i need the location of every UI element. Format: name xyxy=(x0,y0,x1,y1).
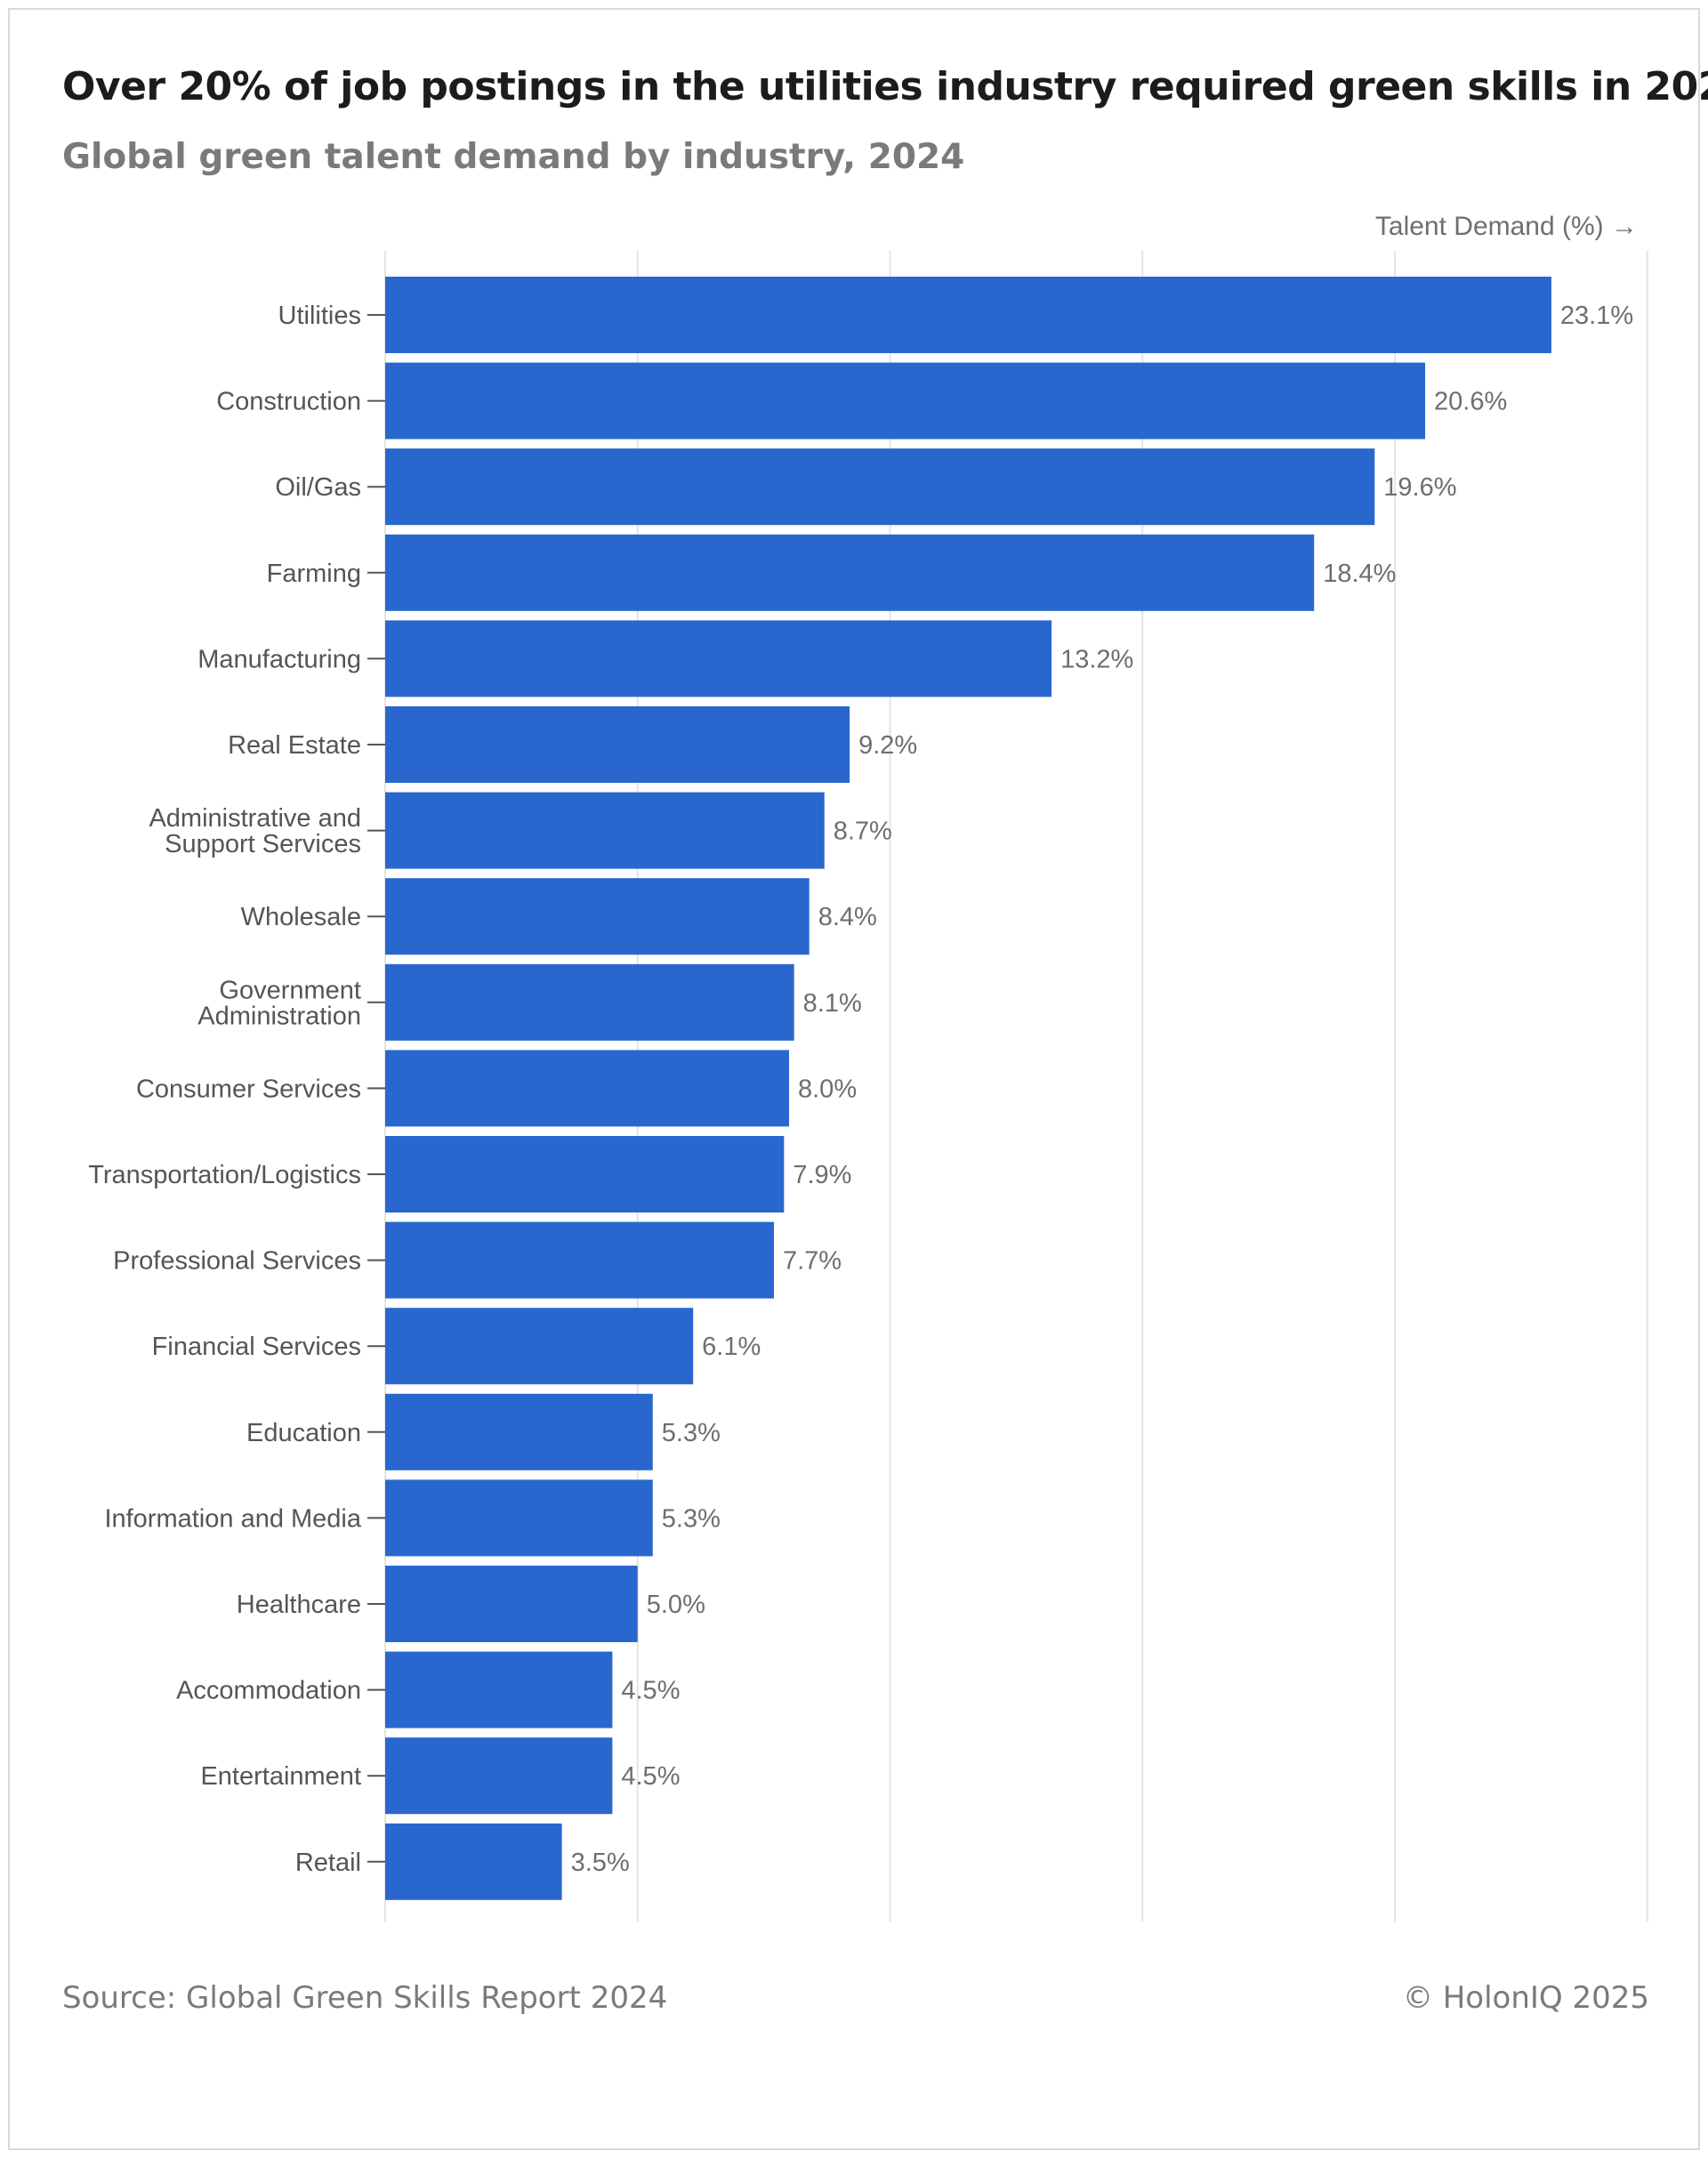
category-label-16: Accommodation xyxy=(176,1677,361,1705)
bar-5 xyxy=(385,706,850,783)
value-label-11: 7.7% xyxy=(783,1247,842,1276)
bar-11 xyxy=(385,1221,774,1299)
bar-4 xyxy=(385,620,1052,697)
value-label-13: 5.3% xyxy=(662,1419,721,1447)
category-label-9: Consumer Services xyxy=(136,1075,361,1103)
category-label-2: Oil/Gas xyxy=(275,473,361,502)
category-label-4: Manufacturing xyxy=(197,645,361,673)
bar-18 xyxy=(385,1823,562,1900)
source-note: Source: Global Green Skills Report 2024 xyxy=(62,1980,668,2016)
category-label-3: Farming xyxy=(267,560,361,588)
bar-17 xyxy=(385,1737,613,1815)
bar-6 xyxy=(385,792,825,869)
bar-15 xyxy=(385,1566,638,1642)
value-label-10: 7.9% xyxy=(793,1161,851,1189)
bar-8 xyxy=(385,963,794,1041)
bar-2 xyxy=(385,448,1375,526)
category-label-18: Retail xyxy=(295,1849,361,1877)
category-label-10: Transportation/Logistics xyxy=(88,1161,361,1189)
value-label-12: 6.1% xyxy=(702,1333,761,1361)
category-label-11: Professional Services xyxy=(113,1247,361,1276)
category-label-15: Healthcare xyxy=(237,1591,361,1619)
copyright-note: © HolonIQ 2025 xyxy=(1402,1980,1649,2016)
bar-9 xyxy=(385,1050,789,1127)
chart-subtitle: Global green talent demand by industry, … xyxy=(62,137,965,177)
category-label-6-1: Support Services xyxy=(165,830,361,858)
category-label-6-0: Administrative and xyxy=(149,804,361,833)
bar-16 xyxy=(385,1651,613,1728)
value-label-14: 5.3% xyxy=(662,1504,721,1533)
value-label-16: 4.5% xyxy=(621,1677,680,1705)
category-label-14: Information and Media xyxy=(104,1504,361,1533)
value-label-17: 4.5% xyxy=(621,1762,680,1791)
bar-3 xyxy=(385,534,1315,611)
value-label-4: 13.2% xyxy=(1060,645,1133,673)
value-label-7: 8.4% xyxy=(818,903,877,931)
x-axis-title: Talent Demand (%) → xyxy=(1374,212,1638,241)
bar-0 xyxy=(385,277,1551,353)
category-label-13: Education xyxy=(246,1419,361,1447)
bar-12 xyxy=(385,1308,694,1385)
value-label-3: 18.4% xyxy=(1323,560,1396,588)
value-label-15: 5.0% xyxy=(647,1591,705,1619)
bar-13 xyxy=(385,1393,653,1470)
bar-1 xyxy=(385,362,1426,439)
chart-title: Over 20% of job postings in the utilitie… xyxy=(62,64,1708,109)
value-label-6: 8.7% xyxy=(834,818,892,846)
value-label-9: 8.0% xyxy=(798,1075,857,1103)
value-label-0: 23.1% xyxy=(1560,302,1633,330)
bar-7 xyxy=(385,878,810,955)
category-label-5: Real Estate xyxy=(228,731,361,760)
bar-10 xyxy=(385,1136,785,1212)
category-label-7: Wholesale xyxy=(241,903,361,931)
value-label-18: 3.5% xyxy=(571,1849,630,1877)
category-label-1: Construction xyxy=(216,388,361,416)
category-label-17: Entertainment xyxy=(200,1762,361,1791)
value-label-1: 20.6% xyxy=(1434,388,1507,416)
category-label-8-0: Government xyxy=(219,976,361,1004)
value-label-5: 9.2% xyxy=(858,731,917,760)
bar-14 xyxy=(385,1479,653,1557)
category-label-12: Financial Services xyxy=(152,1333,361,1361)
category-label-8-1: Administration xyxy=(197,1002,361,1030)
category-label-0: Utilities xyxy=(278,302,361,330)
value-label-2: 19.6% xyxy=(1383,473,1456,502)
value-label-8: 8.1% xyxy=(803,989,862,1018)
